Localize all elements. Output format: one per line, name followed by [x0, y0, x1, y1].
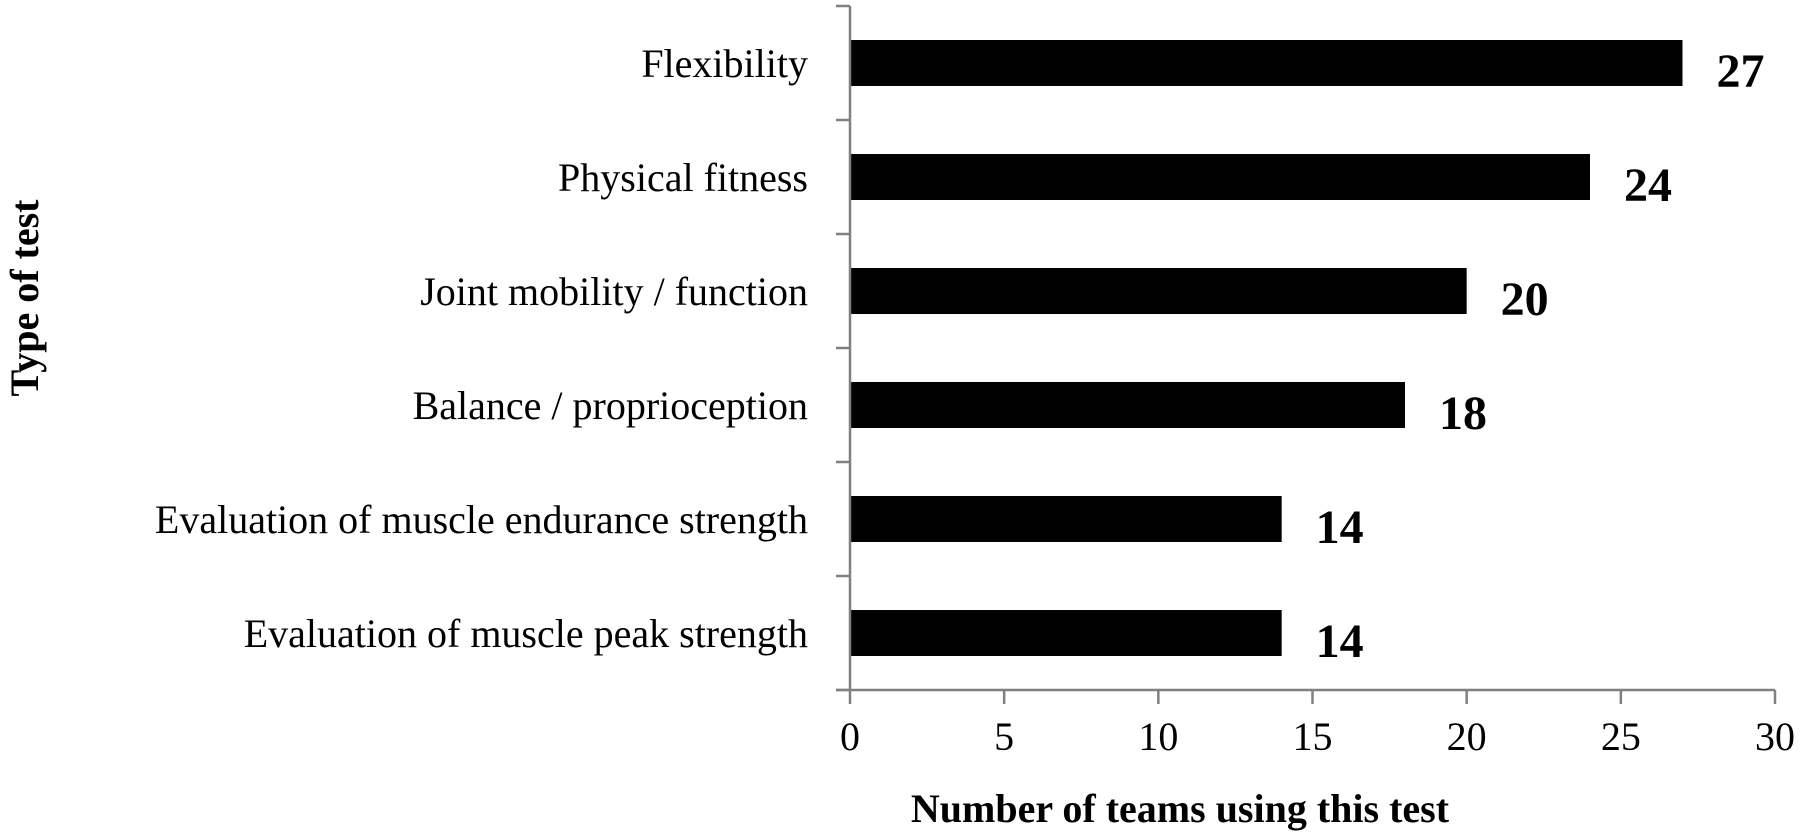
- x-tick-labels: 0 5 10 15 20 25 30: [840, 714, 1795, 759]
- x-tick-label: 5: [994, 714, 1014, 759]
- x-tick-label: 20: [1447, 714, 1487, 759]
- category-label: Flexibility: [641, 41, 808, 86]
- category-label: Joint mobility / function: [420, 269, 808, 314]
- bar: [850, 154, 1590, 200]
- bar: [850, 382, 1405, 428]
- bar: [850, 40, 1683, 86]
- x-tick-label: 0: [840, 714, 860, 759]
- data-labels: 27 24 20 18 14 14: [1316, 45, 1765, 668]
- data-label: 18: [1439, 387, 1487, 440]
- x-axis-title: Number of teams using this test: [911, 786, 1450, 831]
- category-label: Evaluation of muscle peak strength: [244, 611, 808, 656]
- data-label: 14: [1316, 615, 1364, 668]
- bar: [850, 610, 1282, 656]
- x-tick-label: 10: [1138, 714, 1178, 759]
- data-label: 24: [1624, 159, 1672, 212]
- y-axis-title: Type of test: [2, 199, 47, 397]
- bars: [850, 40, 1683, 656]
- category-label: Physical fitness: [558, 155, 808, 200]
- bar: [850, 268, 1467, 314]
- category-label: Evaluation of muscle endurance strength: [155, 497, 808, 542]
- data-label: 27: [1717, 45, 1765, 98]
- category-label: Balance / proprioception: [413, 383, 808, 428]
- data-label: 20: [1501, 273, 1549, 326]
- x-tick-label: 30: [1755, 714, 1795, 759]
- bar: [850, 496, 1282, 542]
- axes: [836, 4, 1777, 704]
- data-label: 14: [1316, 501, 1364, 554]
- x-tick-label: 15: [1293, 714, 1333, 759]
- x-tick-label: 25: [1601, 714, 1641, 759]
- category-labels: Flexibility Physical fitness Joint mobilit…: [155, 41, 808, 656]
